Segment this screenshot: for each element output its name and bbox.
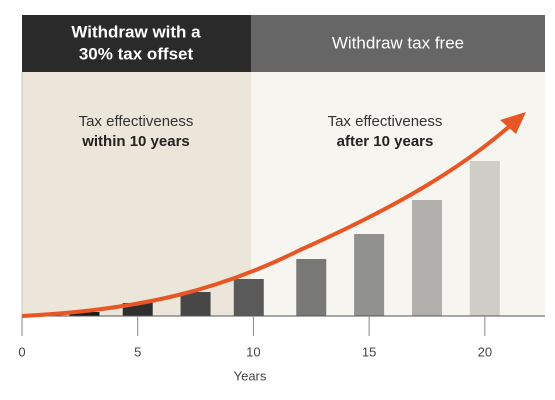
bar [296, 259, 327, 316]
x-tick-label: 0 [18, 344, 25, 359]
marks [69, 161, 500, 316]
bar [469, 161, 500, 316]
right-header [251, 15, 545, 72]
x-tick-label: 20 [478, 344, 492, 359]
x-tick-label: 5 [134, 344, 141, 359]
bar [411, 200, 442, 316]
region-label: within 10 years [81, 133, 190, 150]
x-axis-label: Years [234, 368, 267, 383]
x-tick-label: 10 [246, 344, 260, 359]
bar [69, 312, 100, 316]
region-label: after 10 years [337, 133, 434, 150]
header-text: Withdraw with a [71, 22, 201, 41]
header-text: 30% tax offset [79, 44, 194, 63]
bar [354, 234, 385, 316]
left-header [22, 15, 251, 72]
bar [233, 279, 264, 316]
header-text: Withdraw tax free [332, 33, 464, 52]
left-region [22, 72, 251, 316]
growth-curve [21, 122, 514, 318]
x-tick-label: 15 [362, 344, 376, 359]
right-region [251, 72, 545, 316]
arrow-head [500, 112, 526, 134]
bar [180, 292, 211, 316]
region-label: Tax effectiveness [328, 113, 443, 130]
region-label: Tax effectiveness [79, 113, 194, 130]
